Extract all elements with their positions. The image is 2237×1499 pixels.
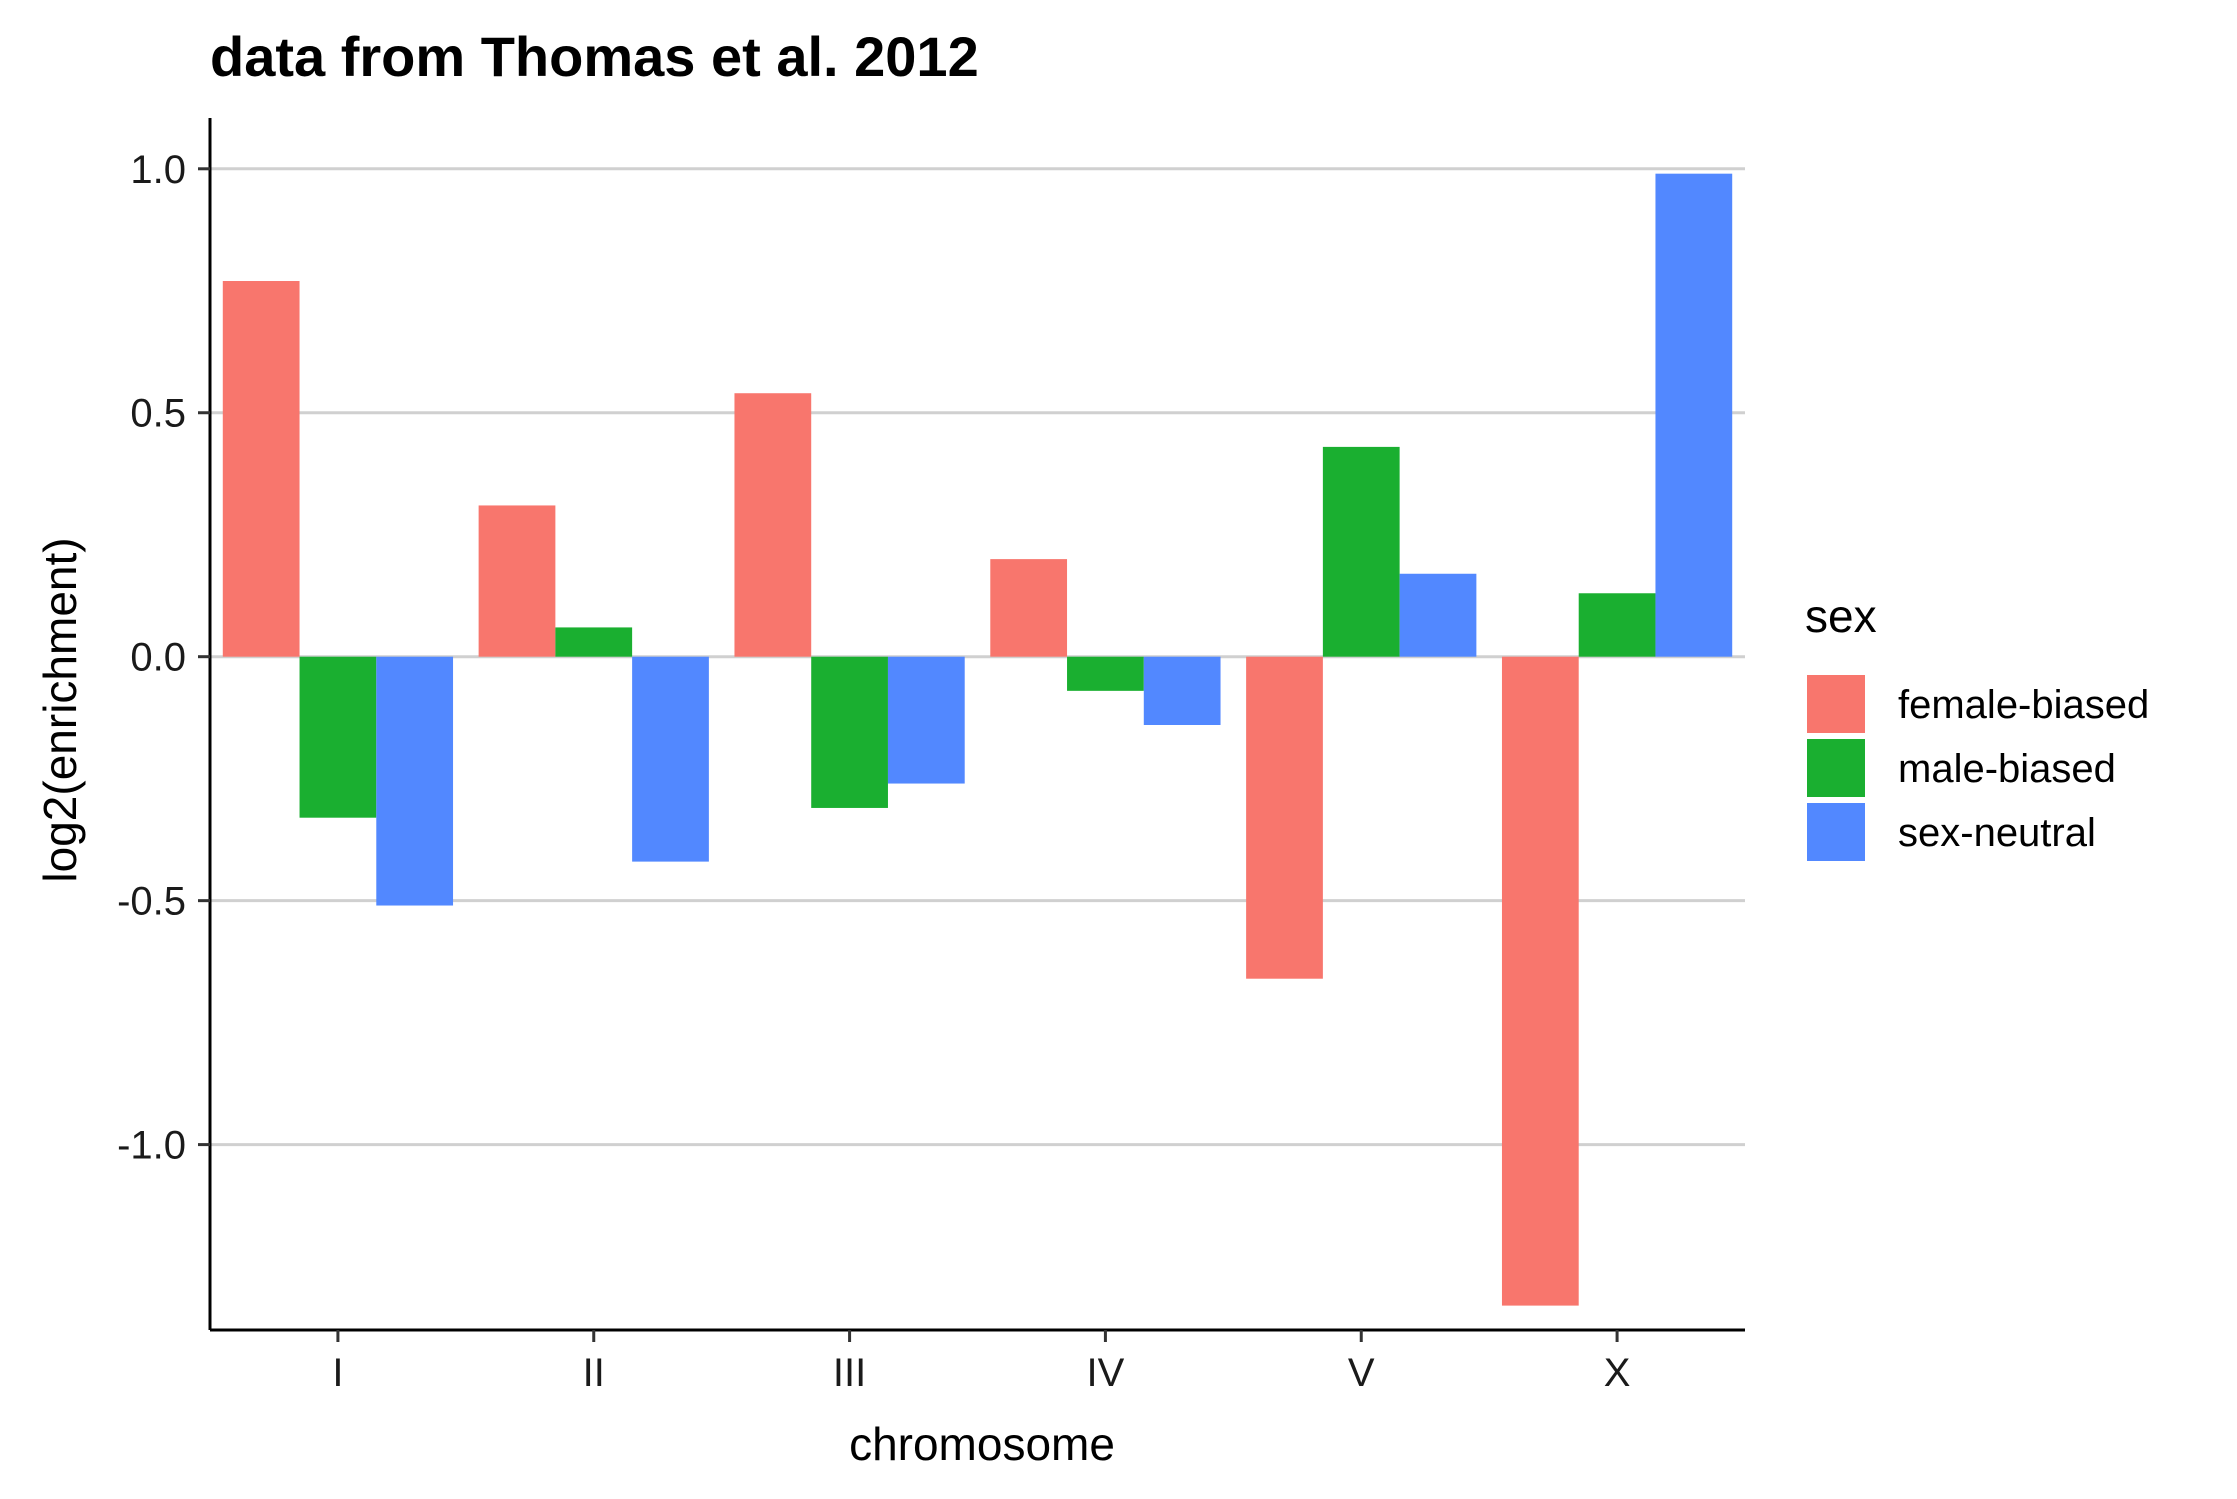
legend-key-female-biased	[1807, 675, 1865, 733]
x-tick-label: I	[332, 1351, 343, 1395]
x-axis-ticks: I II III IV V X	[332, 1330, 1630, 1395]
bar-sex-neutral-X	[1655, 173, 1733, 657]
chart-title: data from Thomas et al. 2012	[210, 25, 979, 88]
bar-female-biased-I	[222, 281, 300, 657]
bar-female-biased-V	[1246, 656, 1323, 979]
bar-female-biased-II	[478, 505, 556, 657]
legend-label: male-biased	[1898, 747, 2116, 791]
bar-sex-neutral-V	[1399, 573, 1477, 657]
bar-male-biased-X	[1578, 593, 1656, 657]
x-tick-label: IV	[1087, 1351, 1125, 1395]
bar-male-biased-III	[811, 656, 888, 808]
bar-sex-neutral-I	[376, 656, 454, 906]
legend-label: female-biased	[1898, 683, 2149, 727]
bar-female-biased-III	[734, 393, 812, 657]
bars	[222, 173, 1733, 1306]
gridlines	[210, 167, 1745, 1147]
y-tick-label: -0.5	[117, 880, 186, 924]
y-axis-title: log2(enrichment)	[34, 537, 86, 882]
bar-female-biased-IV	[990, 559, 1068, 657]
y-tick-label: 0.0	[130, 636, 186, 680]
bar-male-biased-II	[555, 627, 633, 657]
x-axis-title: chromosome	[849, 1418, 1115, 1470]
legend-label: sex-neutral	[1898, 811, 2096, 855]
y-tick-label: -1.0	[117, 1124, 186, 1168]
y-tick-label: 0.5	[130, 392, 186, 436]
x-tick-label: III	[833, 1351, 866, 1395]
legend-title: sex	[1805, 590, 1877, 642]
bar-sex-neutral-IV	[1143, 656, 1221, 725]
y-tick-label: 1.0	[130, 148, 186, 192]
x-tick-label: V	[1348, 1351, 1375, 1395]
x-tick-label: II	[583, 1351, 605, 1395]
y-axis-ticks: 1.0 0.5 0.0 -0.5 -1.0	[117, 148, 210, 1168]
bar-male-biased-V	[1322, 446, 1400, 657]
x-tick-label: X	[1604, 1351, 1631, 1395]
legend: sex female-biased male-biased sex-neutral	[1805, 590, 2149, 861]
legend-key-male-biased	[1807, 739, 1865, 797]
bar-female-biased-X	[1501, 656, 1579, 1306]
bar-sex-neutral-II	[632, 656, 709, 862]
bar-sex-neutral-III	[887, 656, 965, 784]
bar-male-biased-IV	[1067, 656, 1144, 691]
bar-male-biased-I	[299, 656, 377, 818]
axes	[208, 118, 1745, 1332]
legend-key-sex-neutral	[1807, 803, 1865, 861]
